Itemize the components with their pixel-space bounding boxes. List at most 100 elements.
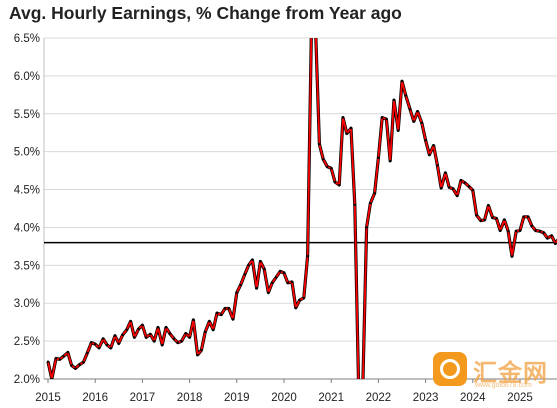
- data-point: [294, 306, 297, 309]
- data-point: [448, 186, 451, 189]
- data-point: [204, 330, 207, 334]
- data-point: [534, 229, 537, 232]
- data-point: [389, 159, 392, 162]
- data-point: [247, 264, 250, 267]
- data-point: [456, 194, 459, 197]
- data-point: [306, 255, 309, 258]
- data-point: [503, 218, 506, 221]
- data-point: [400, 80, 404, 83]
- data-point: [369, 202, 372, 205]
- data-point: [86, 352, 89, 355]
- data-point: [479, 219, 482, 222]
- data-point: [180, 340, 183, 343]
- data-point: [499, 229, 502, 232]
- data-point: [82, 361, 85, 364]
- data-point: [358, 386, 360, 388]
- data-point: [451, 187, 455, 190]
- data-point: [542, 231, 545, 234]
- data-point: [153, 340, 156, 343]
- data-point: [149, 333, 152, 336]
- data-point: [188, 336, 191, 339]
- data-point: [338, 183, 341, 187]
- data-point: [538, 230, 541, 233]
- data-point: [279, 270, 282, 273]
- data-point: [176, 341, 179, 344]
- data-point: [487, 204, 490, 207]
- data-point: [392, 99, 396, 102]
- data-point: [408, 108, 412, 111]
- data-point: [212, 328, 215, 331]
- data-point: [353, 203, 356, 206]
- x-tick-label: 2015: [35, 392, 61, 404]
- data-point: [251, 258, 254, 262]
- data-point: [315, 29, 317, 31]
- y-tick-label: 4.5%: [14, 185, 40, 197]
- data-point: [263, 268, 266, 271]
- x-tick-label: 2025: [507, 392, 533, 404]
- data-point: [97, 346, 101, 349]
- y-tick-label: 5.0%: [14, 147, 40, 159]
- y-tick-label: 4.0%: [14, 222, 40, 234]
- y-tick-label: 6.5%: [14, 33, 40, 45]
- y-tick-label: 3.0%: [14, 298, 40, 310]
- data-point: [271, 281, 274, 284]
- series-line: [47, 38, 557, 379]
- data-point: [345, 132, 348, 135]
- data-point: [168, 332, 171, 335]
- data-point: [333, 180, 337, 184]
- data-point: [475, 214, 478, 217]
- data-point: [373, 192, 376, 195]
- data-point: [362, 386, 364, 388]
- data-point: [62, 355, 65, 358]
- data-point: [459, 179, 463, 182]
- data-point: [259, 260, 262, 263]
- data-point: [50, 377, 53, 379]
- data-point: [220, 313, 223, 316]
- data-point: [554, 242, 557, 245]
- data-point: [349, 127, 353, 130]
- data-point: [94, 343, 97, 346]
- x-tick-label: 2018: [177, 392, 203, 404]
- data-point: [436, 164, 439, 167]
- data-point: [129, 320, 132, 323]
- data-point: [200, 349, 203, 352]
- data-point: [196, 353, 199, 356]
- data-point: [412, 120, 415, 123]
- data-point: [208, 320, 211, 323]
- data-point: [90, 341, 93, 344]
- data-point: [318, 143, 321, 146]
- x-tick-label: 2019: [224, 392, 250, 404]
- series-group: [46, 29, 557, 388]
- data-point: [290, 280, 294, 284]
- data-point: [54, 357, 58, 360]
- data-point: [518, 229, 522, 232]
- data-point: [522, 215, 525, 218]
- data-point: [507, 230, 510, 233]
- axes: [43, 38, 557, 383]
- chart-title: Avg. Hourly Earnings, % Change from Year…: [9, 3, 402, 23]
- data-point: [495, 217, 498, 220]
- data-point: [440, 186, 443, 190]
- data-point: [235, 291, 238, 294]
- data-point: [156, 326, 160, 329]
- data-point: [420, 121, 423, 124]
- x-tick-label: 2017: [130, 392, 156, 404]
- data-point: [432, 144, 435, 147]
- data-point: [377, 156, 380, 159]
- x-tick-label: 2022: [366, 392, 392, 404]
- data-point: [267, 291, 270, 294]
- watermark-text: 汇金网: [473, 359, 548, 387]
- watermark-subtext: www.gold678.com: [475, 382, 532, 389]
- data-point: [113, 334, 117, 337]
- y-tick-label: 2.5%: [14, 336, 40, 348]
- data-point: [164, 326, 168, 329]
- data-point: [341, 116, 345, 119]
- data-point: [471, 189, 474, 192]
- data-point: [282, 271, 286, 274]
- x-tick-label: 2020: [271, 392, 297, 404]
- tick-labels: 2.0% 2.5% 3.0% 3.5% 4.0% 4.5% 5.0% 5.5% 6.0% 6.5%…: [14, 33, 533, 404]
- data-point: [381, 116, 384, 119]
- y-gridlines: [44, 37, 557, 342]
- data-point: [302, 296, 305, 299]
